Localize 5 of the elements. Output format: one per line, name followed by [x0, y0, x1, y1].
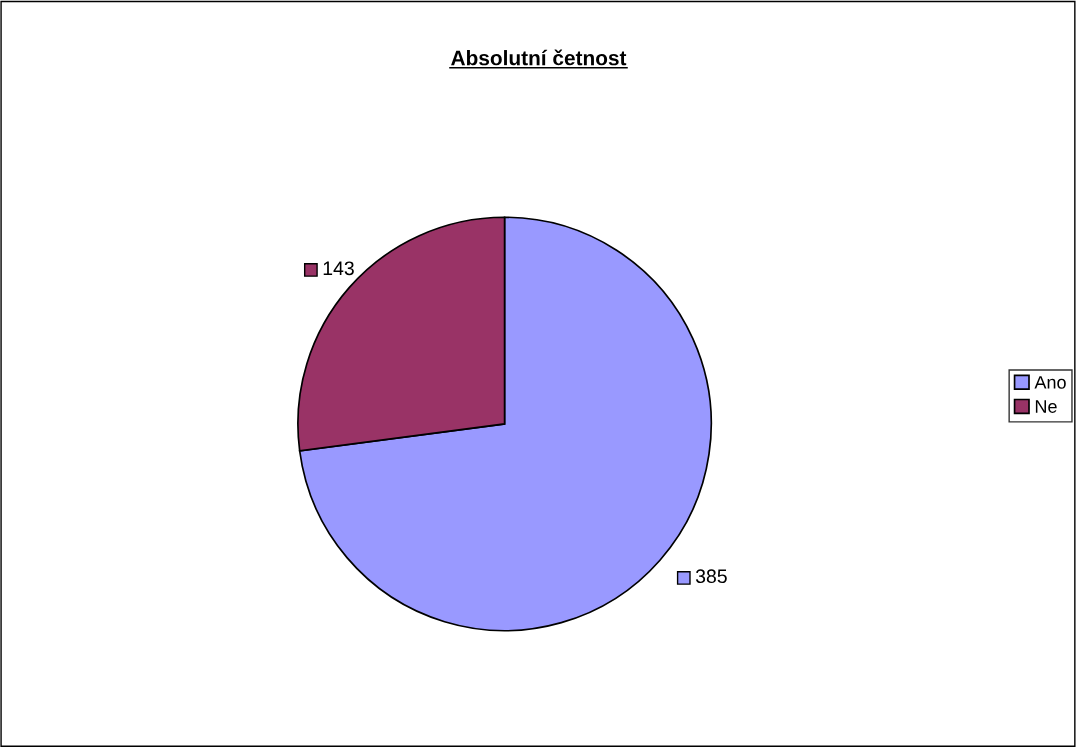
data-label: 385: [695, 569, 727, 584]
data-label: 143: [323, 261, 354, 276]
chart-title: Absolutní četnost: [451, 49, 627, 66]
legend-label: Ne: [1035, 400, 1057, 413]
legend-label: Ano: [1034, 376, 1066, 389]
